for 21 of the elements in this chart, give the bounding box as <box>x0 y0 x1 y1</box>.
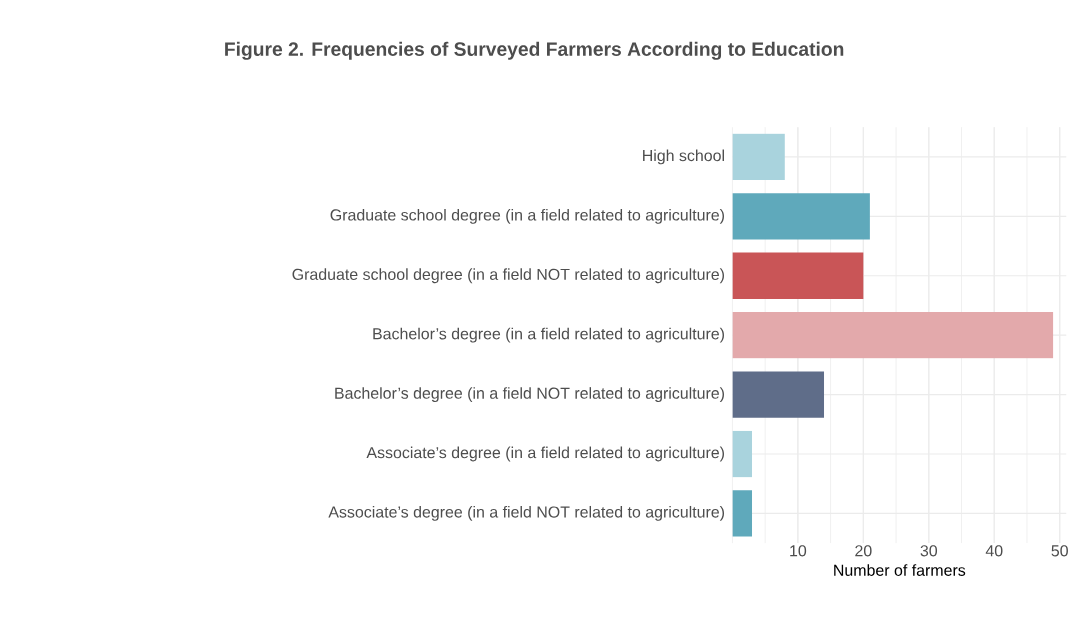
bar <box>732 252 864 300</box>
y-tick-label: Associate’s degree (in a field related to agriculture) <box>366 446 724 462</box>
y-tick-label: Graduate school degree (in a field related to agriculture) <box>330 209 724 224</box>
y-tick-label: High school <box>643 149 724 165</box>
bar <box>732 133 785 181</box>
y-tick-label: Bachelor’s degree (in a field related to agriculture) <box>373 327 724 343</box>
bar <box>732 193 870 240</box>
x-tick-label: 10 <box>790 545 807 557</box>
text: Figure 2. Frequencies of Surveyed Farmers According to Education <box>225 41 844 60</box>
bar <box>732 490 753 537</box>
y-tick-label: Graduate school degree (in a field NOT related to agriculture) <box>292 268 724 284</box>
x-tick-label: 30 <box>920 545 938 557</box>
bar <box>732 371 825 418</box>
x-tick-label: 20 <box>855 545 872 557</box>
y-tick-label: Associate’s degree (in a field NOT related to agriculture) <box>328 506 725 521</box>
x-axis-title: Number of farmers <box>834 564 966 577</box>
bar <box>732 312 1054 359</box>
x-tick-label: 50 <box>1051 545 1068 557</box>
y-tick-label: Bachelor’s degree (in a field NOT related to agriculture) <box>335 387 724 403</box>
bar <box>732 430 753 478</box>
x-tick-label: 40 <box>985 545 1003 557</box>
